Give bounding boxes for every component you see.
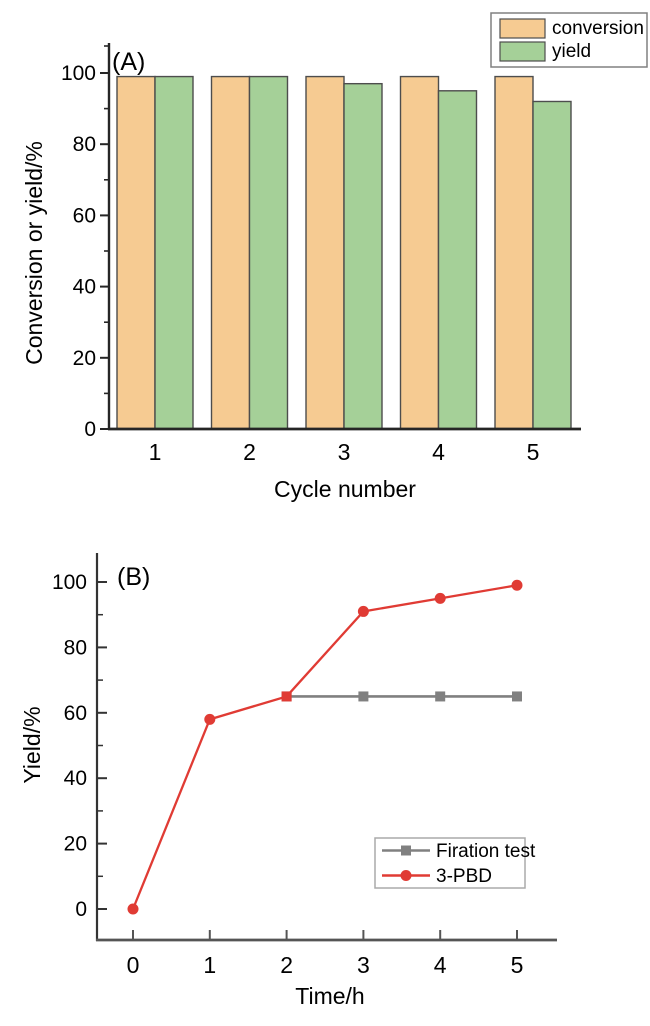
bar-conversion-cycle-3 xyxy=(305,75,345,430)
y-tick-label: 60 xyxy=(73,204,96,227)
legend-marker-square xyxy=(401,845,411,856)
y-tick-label: 100 xyxy=(61,62,96,85)
data-point-3-PBD-x5 xyxy=(511,579,523,591)
y-tick-label: 40 xyxy=(73,276,96,299)
x-tick-label: 5 xyxy=(511,952,524,978)
x-tick-label: 4 xyxy=(432,439,445,465)
y-tick-label: 80 xyxy=(64,636,87,659)
data-point-Firation-test-x5 xyxy=(512,691,522,702)
y-tick-label: 0 xyxy=(84,418,96,441)
bar-conversion-cycle-1 xyxy=(116,75,156,430)
legend-label-3-PBD: 3-PBD xyxy=(436,866,492,887)
bar-yield-cycle-1 xyxy=(154,75,194,430)
panel-label-a: (A) xyxy=(112,48,145,76)
legend-box xyxy=(374,837,526,889)
x-tick-label: 2 xyxy=(243,439,256,465)
y-tick-label: 60 xyxy=(64,702,87,725)
data-point-3-PBD-x0 xyxy=(127,903,139,915)
y-tick-label: 0 xyxy=(75,898,87,921)
panel-label-b: (B) xyxy=(117,563,150,591)
x-tick-label: 3 xyxy=(357,952,370,978)
y-tick-label: 100 xyxy=(52,571,87,594)
bar-yield-cycle-4 xyxy=(437,90,478,430)
x-tick-label: 1 xyxy=(149,439,162,465)
bar-yield-cycle-3 xyxy=(343,82,383,430)
x-axis-title: Time/h xyxy=(295,983,364,1009)
data-point-Firation-test-x4 xyxy=(435,691,446,702)
legend-swatch-conversion xyxy=(499,18,546,39)
legend-marker-circle xyxy=(400,870,412,881)
legend-label-conversion: conversion xyxy=(552,18,644,39)
x-axis-title: Cycle number xyxy=(274,476,416,502)
x-tick-label: 1 xyxy=(203,952,216,978)
y-axis-title: Conversion or yield/% xyxy=(21,141,47,365)
data-point-Firation-test-x3 xyxy=(358,691,369,702)
data-point-3-PBD-x2 xyxy=(281,691,292,702)
y-axis-title: Yield/% xyxy=(19,706,45,783)
panel-a-bar-chart: 0 20 40 60 80 100 1 2 3 4 5 Cycle number Conversion … xyxy=(21,12,648,502)
x-tick-label: 4 xyxy=(434,952,447,978)
line-3-PBD xyxy=(131,584,518,910)
x-tick-label: 0 xyxy=(127,952,140,978)
y-tick-label: 40 xyxy=(64,767,87,790)
legend-label-Firation-test: Firation test xyxy=(436,841,536,862)
legend-label-yield: yield xyxy=(552,41,591,62)
bar-yield-cycle-2 xyxy=(248,75,289,430)
y-tick-label: 20 xyxy=(73,347,96,370)
legend-swatch-yield xyxy=(499,41,546,62)
bar-conversion-cycle-5 xyxy=(494,75,534,430)
data-point-3-PBD-x3 xyxy=(357,605,369,617)
panel-b-line-chart: 0 20 40 60 80 100 0 1 2 3 4 5 Time/h Yield/% (B) Firati… xyxy=(19,553,557,1009)
x-tick-label: 3 xyxy=(338,439,351,465)
y-tick-label: 80 xyxy=(73,133,96,156)
bar-yield-cycle-5 xyxy=(532,100,572,430)
x-tick-label: 2 xyxy=(280,952,293,978)
bar-conversion-cycle-2 xyxy=(210,75,251,430)
bar-conversion-cycle-4 xyxy=(399,75,440,430)
data-point-3-PBD-x1 xyxy=(204,713,216,725)
y-tick-label: 20 xyxy=(64,833,87,856)
data-point-3-PBD-x4 xyxy=(434,592,446,604)
x-tick-label: 5 xyxy=(527,439,540,465)
